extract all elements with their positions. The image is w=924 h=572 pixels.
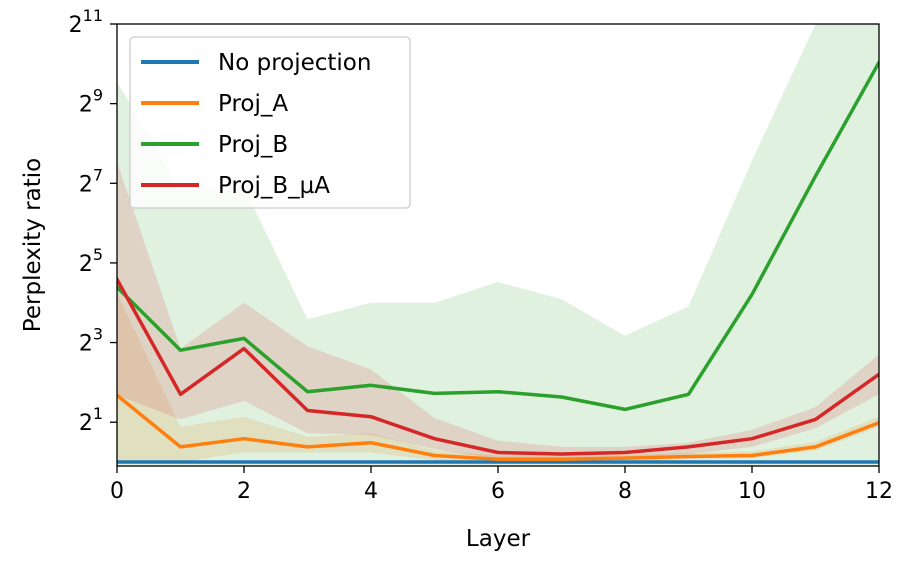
x-axis-label: Layer	[466, 526, 531, 552]
y-tick-label: 29	[79, 86, 103, 118]
y-tick-label: 27	[79, 165, 103, 197]
x-tick-label: 12	[865, 479, 893, 504]
x-tick-label: 2	[237, 479, 251, 504]
legend-label-proj-b-a: Proj_B_µA	[218, 173, 330, 199]
x-tick-label: 6	[491, 479, 505, 504]
legend-label-proj-b: Proj_B	[218, 132, 288, 158]
y-tick-label: 25	[79, 245, 103, 277]
x-tick-label: 0	[110, 479, 124, 504]
series-lines	[117, 60, 879, 464]
y-tick-label: 23	[79, 325, 103, 357]
legend: No projection Proj_A Proj_B Proj_B_µA	[129, 36, 411, 209]
y-tick-label: 211	[69, 6, 103, 38]
band-proj-b-a	[117, 162, 879, 460]
y-tick-label: 21	[79, 404, 103, 436]
axes: 0 2 4 6 8 10 12 21 23 25 27 29 211 Layer Perplexity ra…	[20, 6, 893, 552]
line-proj-a	[117, 392, 879, 461]
line-proj-b-a	[117, 277, 879, 456]
y-axis-label: Perplexity ratio	[20, 158, 46, 332]
line-proj-b	[117, 60, 879, 412]
x-tick-label: 4	[364, 479, 378, 504]
legend-label-no-projection: No projection	[218, 50, 371, 76]
legend-label-proj-a: Proj_A	[218, 91, 288, 117]
x-tick-label: 8	[618, 479, 632, 504]
legend-box	[129, 36, 411, 209]
band-proj-b	[117, 24, 879, 466]
x-tick-label: 10	[738, 479, 766, 504]
